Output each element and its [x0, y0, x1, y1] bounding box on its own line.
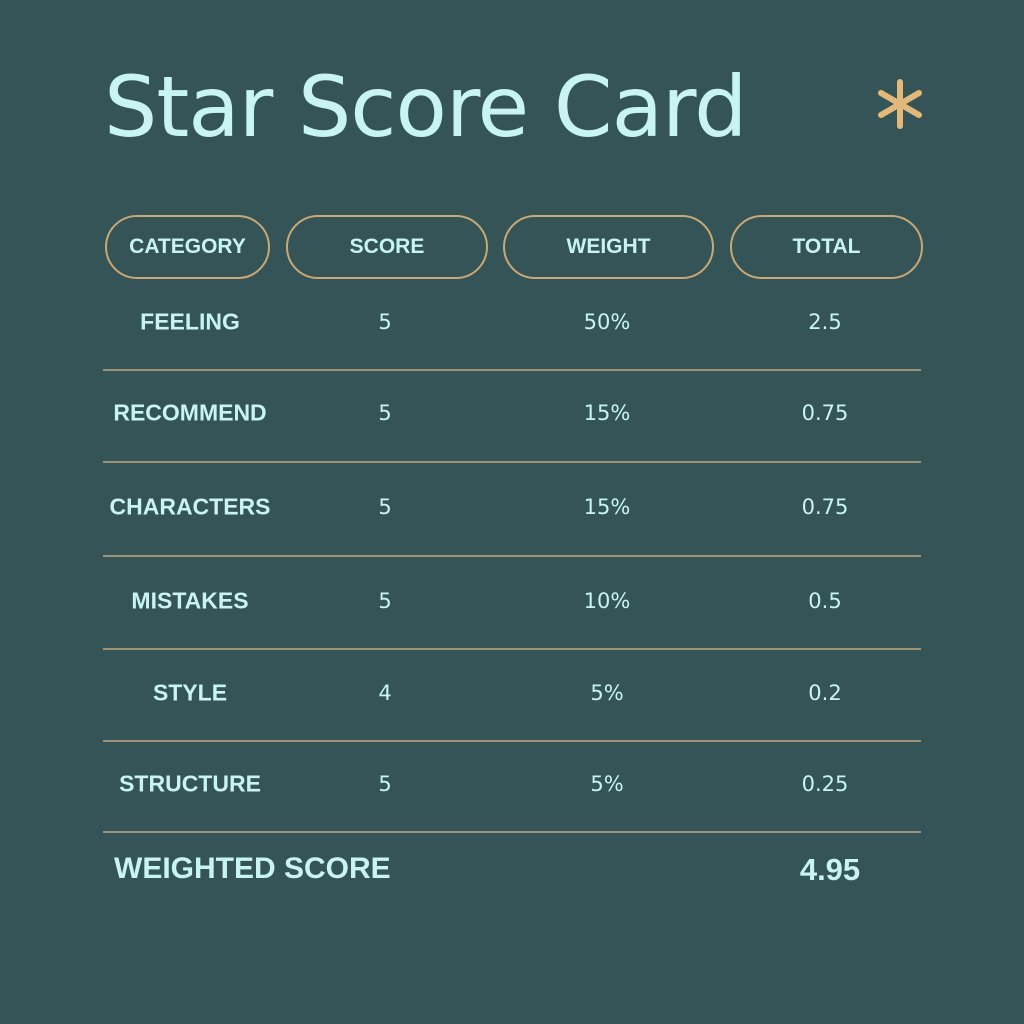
row-divider [103, 648, 921, 650]
cell-total: 0.25 [801, 772, 849, 796]
asterisk-icon [878, 79, 922, 129]
cell-category: STRUCTURE [119, 770, 261, 797]
cell-total: 0.2 [808, 681, 842, 705]
cell-total: 0.75 [801, 401, 849, 425]
cell-weight: 10% [583, 589, 631, 613]
cell-weight: 5% [590, 681, 624, 705]
row-divider [103, 555, 921, 557]
cell-score: 5 [378, 495, 392, 519]
cell-score: 5 [378, 772, 392, 796]
weighted-score-label: WEIGHTED SCORE [114, 852, 391, 885]
header-weight: WEIGHT [503, 215, 714, 279]
row-divider [103, 369, 921, 371]
cell-score: 5 [378, 401, 392, 425]
row-divider [103, 740, 921, 742]
cell-total: 2.5 [808, 310, 842, 334]
row-divider [103, 831, 921, 833]
header-total: TOTAL [730, 215, 923, 279]
header-score: SCORE [286, 215, 488, 279]
cell-weight: 15% [583, 495, 631, 519]
page-title: Star Score Card [104, 58, 747, 156]
cell-category: RECOMMEND [113, 399, 267, 426]
cell-score: 4 [378, 681, 392, 705]
cell-weight: 50% [583, 310, 631, 334]
cell-score: 5 [378, 310, 392, 334]
cell-score: 5 [378, 589, 392, 613]
header-category: CATEGORY [105, 215, 270, 279]
cell-category: FEELING [140, 308, 240, 335]
cell-weight: 5% [590, 772, 624, 796]
row-divider [103, 461, 921, 463]
weighted-score-value: 4.95 [799, 852, 861, 887]
cell-category: STYLE [152, 679, 228, 706]
cell-total: 0.5 [808, 589, 842, 613]
cell-total: 0.75 [801, 495, 849, 519]
cell-category: MISTAKES [131, 587, 249, 614]
cell-category: CHARACTERS [109, 493, 271, 520]
cell-weight: 15% [583, 401, 631, 425]
